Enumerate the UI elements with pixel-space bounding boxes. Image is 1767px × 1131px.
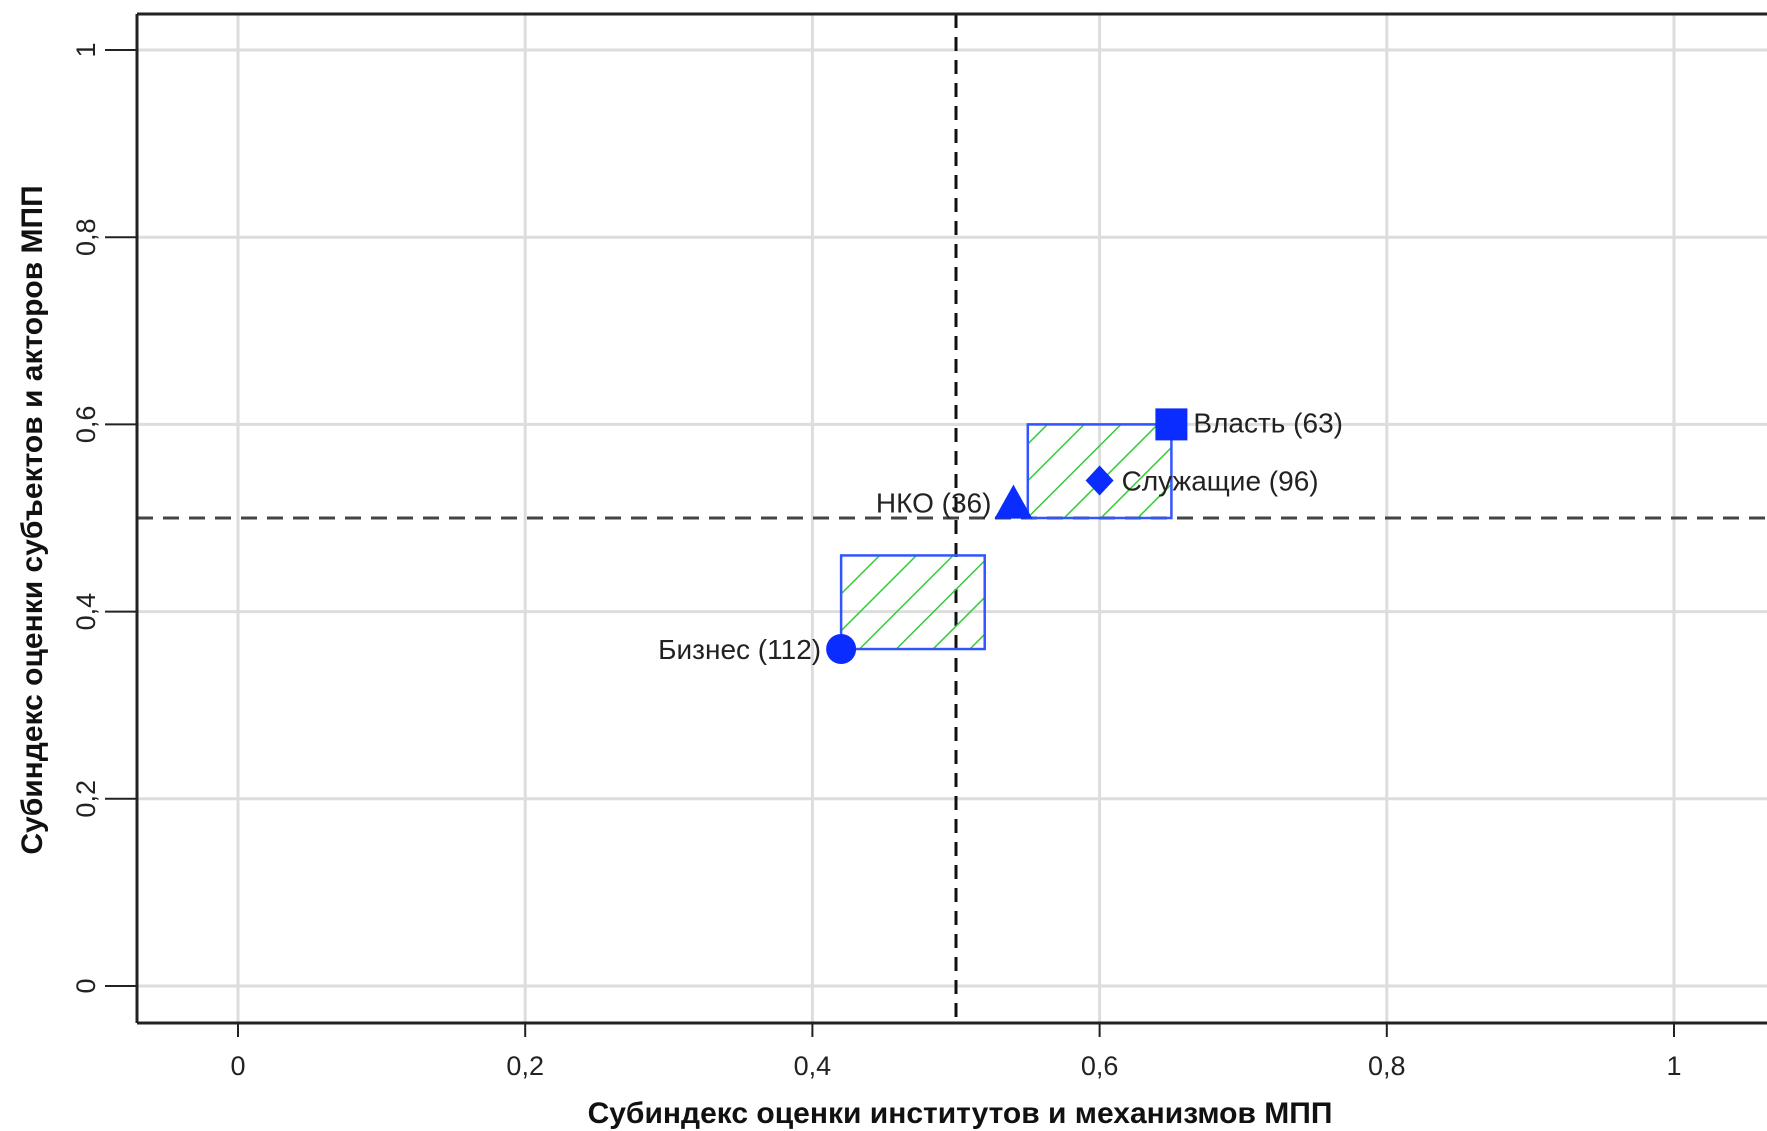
- point-label: Бизнес (112): [658, 634, 821, 665]
- x-tick-label: 0,4: [794, 1051, 832, 1081]
- y-tick-label: 1: [71, 42, 101, 57]
- y-tick-label: 0,6: [71, 406, 101, 444]
- data-markers: [826, 408, 1188, 665]
- axes-frame: [105, 12, 1767, 1037]
- y-tick-label: 0,2: [71, 780, 101, 818]
- x-tick-label: 1: [1666, 1051, 1681, 1081]
- range-boxes: [839, 423, 1173, 651]
- marker-diamond: [1085, 465, 1114, 496]
- range-box: [839, 554, 986, 651]
- x-tick-label: 0: [230, 1051, 245, 1081]
- point-label: Служащие (96): [1122, 466, 1319, 497]
- y-tick-label: 0,8: [71, 218, 101, 256]
- marker-circle: [826, 634, 857, 665]
- x-axis-title: Субиндекс оценки институтов и механизмов…: [588, 1097, 1333, 1130]
- y-tick-label: 0: [71, 978, 101, 993]
- x-tick-label: 0,8: [1368, 1051, 1406, 1081]
- point-labels: Бизнес (112) НКО (36) Служащие (96) Власть …: [658, 407, 1343, 665]
- point-label: Власть (63): [1193, 407, 1343, 438]
- reference-lines: [137, 14, 1767, 1023]
- y-tick-label: 0,4: [71, 593, 101, 631]
- x-tick-label: 0,6: [1081, 1051, 1119, 1081]
- marker-triangle: [994, 484, 1033, 519]
- tick-labels: 0 0,2 0,4 0,6 0,8 1 0 0,2 0,4 0,6 0,8 1: [71, 42, 1682, 1081]
- y-axis-title: Субиндекс оценки субъектов и акторов МПП: [16, 185, 49, 854]
- point-label: НКО (36): [876, 488, 992, 519]
- marker-square: [1155, 408, 1188, 441]
- x-tick-label: 0,2: [506, 1051, 544, 1081]
